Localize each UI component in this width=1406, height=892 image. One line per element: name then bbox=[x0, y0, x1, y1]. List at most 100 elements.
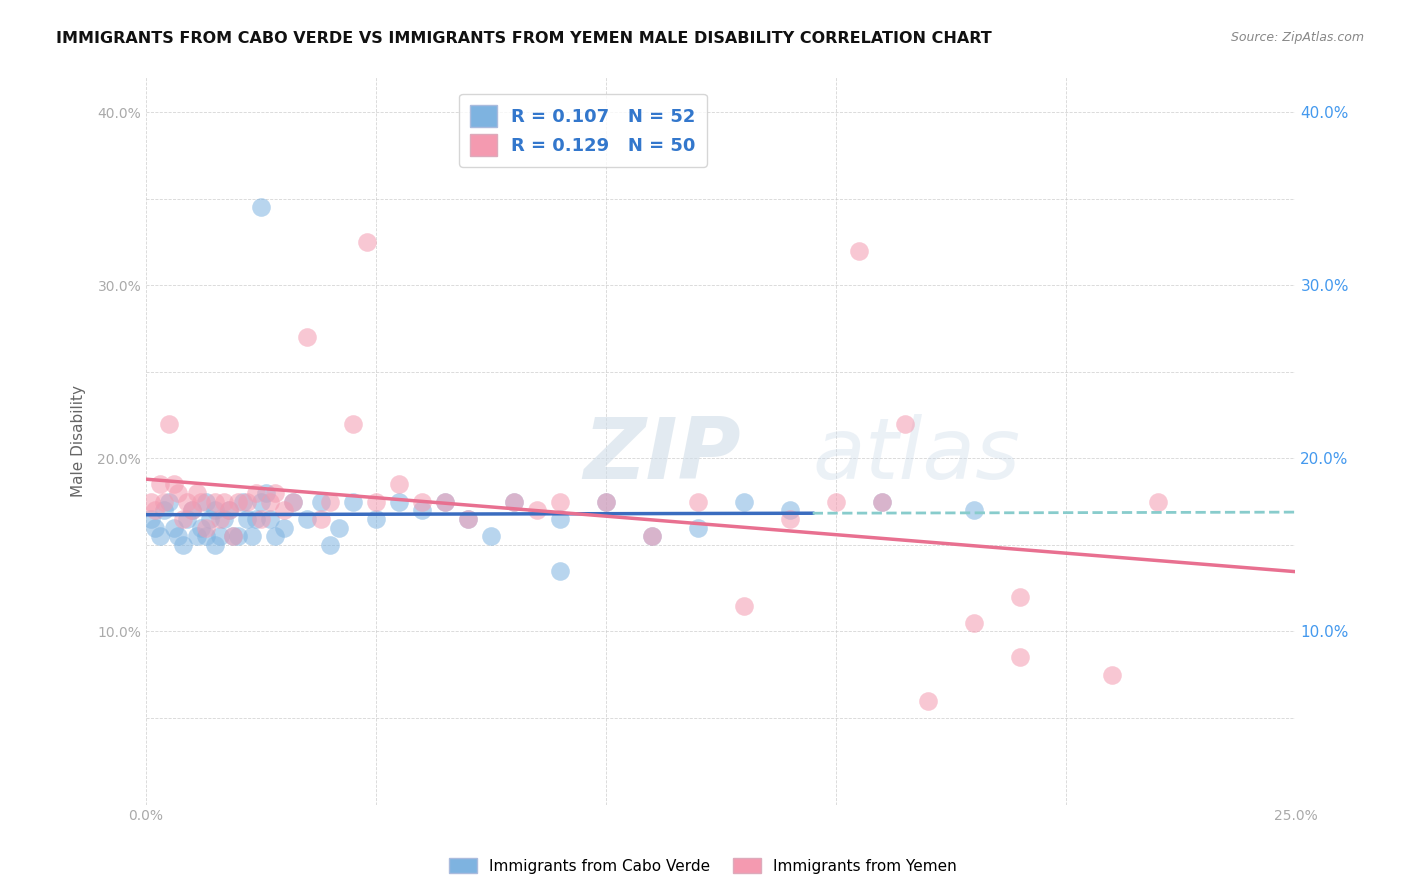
Point bbox=[364, 512, 387, 526]
Point bbox=[457, 512, 479, 526]
Point bbox=[364, 494, 387, 508]
Point bbox=[149, 529, 172, 543]
Point bbox=[342, 417, 364, 431]
Point bbox=[411, 503, 433, 517]
Point bbox=[240, 529, 263, 543]
Point bbox=[1008, 650, 1031, 665]
Point bbox=[733, 599, 755, 613]
Point bbox=[1008, 590, 1031, 604]
Point bbox=[309, 494, 332, 508]
Point bbox=[181, 503, 204, 517]
Point bbox=[917, 694, 939, 708]
Point bbox=[1101, 667, 1123, 681]
Point bbox=[848, 244, 870, 258]
Point bbox=[433, 494, 456, 508]
Point bbox=[273, 520, 295, 534]
Text: ZIP: ZIP bbox=[583, 414, 741, 497]
Point bbox=[139, 494, 162, 508]
Point bbox=[870, 494, 893, 508]
Point bbox=[259, 494, 281, 508]
Point bbox=[283, 494, 305, 508]
Text: Source: ZipAtlas.com: Source: ZipAtlas.com bbox=[1230, 31, 1364, 45]
Point bbox=[295, 512, 318, 526]
Point bbox=[181, 503, 204, 517]
Point bbox=[176, 512, 198, 526]
Point bbox=[259, 512, 281, 526]
Point bbox=[686, 520, 709, 534]
Point bbox=[388, 477, 411, 491]
Point bbox=[254, 486, 277, 500]
Point bbox=[222, 529, 245, 543]
Point bbox=[870, 494, 893, 508]
Point bbox=[595, 494, 617, 508]
Point bbox=[502, 494, 524, 508]
Point bbox=[236, 494, 259, 508]
Point bbox=[194, 520, 217, 534]
Point bbox=[232, 494, 254, 508]
Point bbox=[143, 520, 166, 534]
Point bbox=[204, 494, 226, 508]
Point bbox=[893, 417, 915, 431]
Point bbox=[250, 512, 273, 526]
Point bbox=[149, 477, 172, 491]
Point bbox=[779, 512, 801, 526]
Point bbox=[186, 486, 208, 500]
Point bbox=[595, 494, 617, 508]
Point bbox=[686, 494, 709, 508]
Point bbox=[824, 494, 846, 508]
Point bbox=[226, 529, 249, 543]
Point bbox=[319, 538, 342, 552]
Point bbox=[167, 529, 190, 543]
Point bbox=[190, 494, 212, 508]
Point bbox=[222, 529, 245, 543]
Point bbox=[641, 529, 664, 543]
Point bbox=[186, 529, 208, 543]
Point bbox=[273, 503, 295, 517]
Point bbox=[779, 503, 801, 517]
Point bbox=[143, 503, 166, 517]
Point bbox=[190, 520, 212, 534]
Point bbox=[250, 200, 273, 214]
Text: IMMIGRANTS FROM CABO VERDE VS IMMIGRANTS FROM YEMEN MALE DISABILITY CORRELATION : IMMIGRANTS FROM CABO VERDE VS IMMIGRANTS… bbox=[56, 31, 993, 46]
Point bbox=[212, 512, 235, 526]
Point bbox=[212, 494, 235, 508]
Point bbox=[172, 512, 194, 526]
Point bbox=[245, 512, 267, 526]
Legend: Immigrants from Cabo Verde, Immigrants from Yemen: Immigrants from Cabo Verde, Immigrants f… bbox=[443, 852, 963, 880]
Point bbox=[295, 330, 318, 344]
Point bbox=[208, 529, 231, 543]
Point bbox=[309, 512, 332, 526]
Point bbox=[342, 494, 364, 508]
Point bbox=[204, 503, 226, 517]
Point bbox=[200, 512, 222, 526]
Point bbox=[163, 477, 186, 491]
Point bbox=[411, 494, 433, 508]
Point bbox=[641, 529, 664, 543]
Point bbox=[250, 494, 273, 508]
Point bbox=[388, 494, 411, 508]
Point bbox=[356, 235, 378, 249]
Point bbox=[733, 494, 755, 508]
Point bbox=[204, 538, 226, 552]
Point bbox=[157, 417, 180, 431]
Point bbox=[218, 503, 240, 517]
Point bbox=[194, 529, 217, 543]
Point bbox=[548, 564, 571, 578]
Point bbox=[526, 503, 548, 517]
Point bbox=[157, 494, 180, 508]
Point bbox=[548, 494, 571, 508]
Point bbox=[319, 494, 342, 508]
Point bbox=[479, 529, 502, 543]
Legend: R = 0.107   N = 52, R = 0.129   N = 50: R = 0.107 N = 52, R = 0.129 N = 50 bbox=[460, 94, 707, 167]
Point bbox=[167, 486, 190, 500]
Point bbox=[153, 503, 176, 517]
Text: atlas: atlas bbox=[813, 414, 1021, 497]
Point bbox=[263, 529, 285, 543]
Point bbox=[328, 520, 350, 534]
Point bbox=[218, 503, 240, 517]
Point bbox=[153, 494, 176, 508]
Point bbox=[172, 538, 194, 552]
Point bbox=[236, 512, 259, 526]
Point bbox=[163, 520, 186, 534]
Point bbox=[457, 512, 479, 526]
